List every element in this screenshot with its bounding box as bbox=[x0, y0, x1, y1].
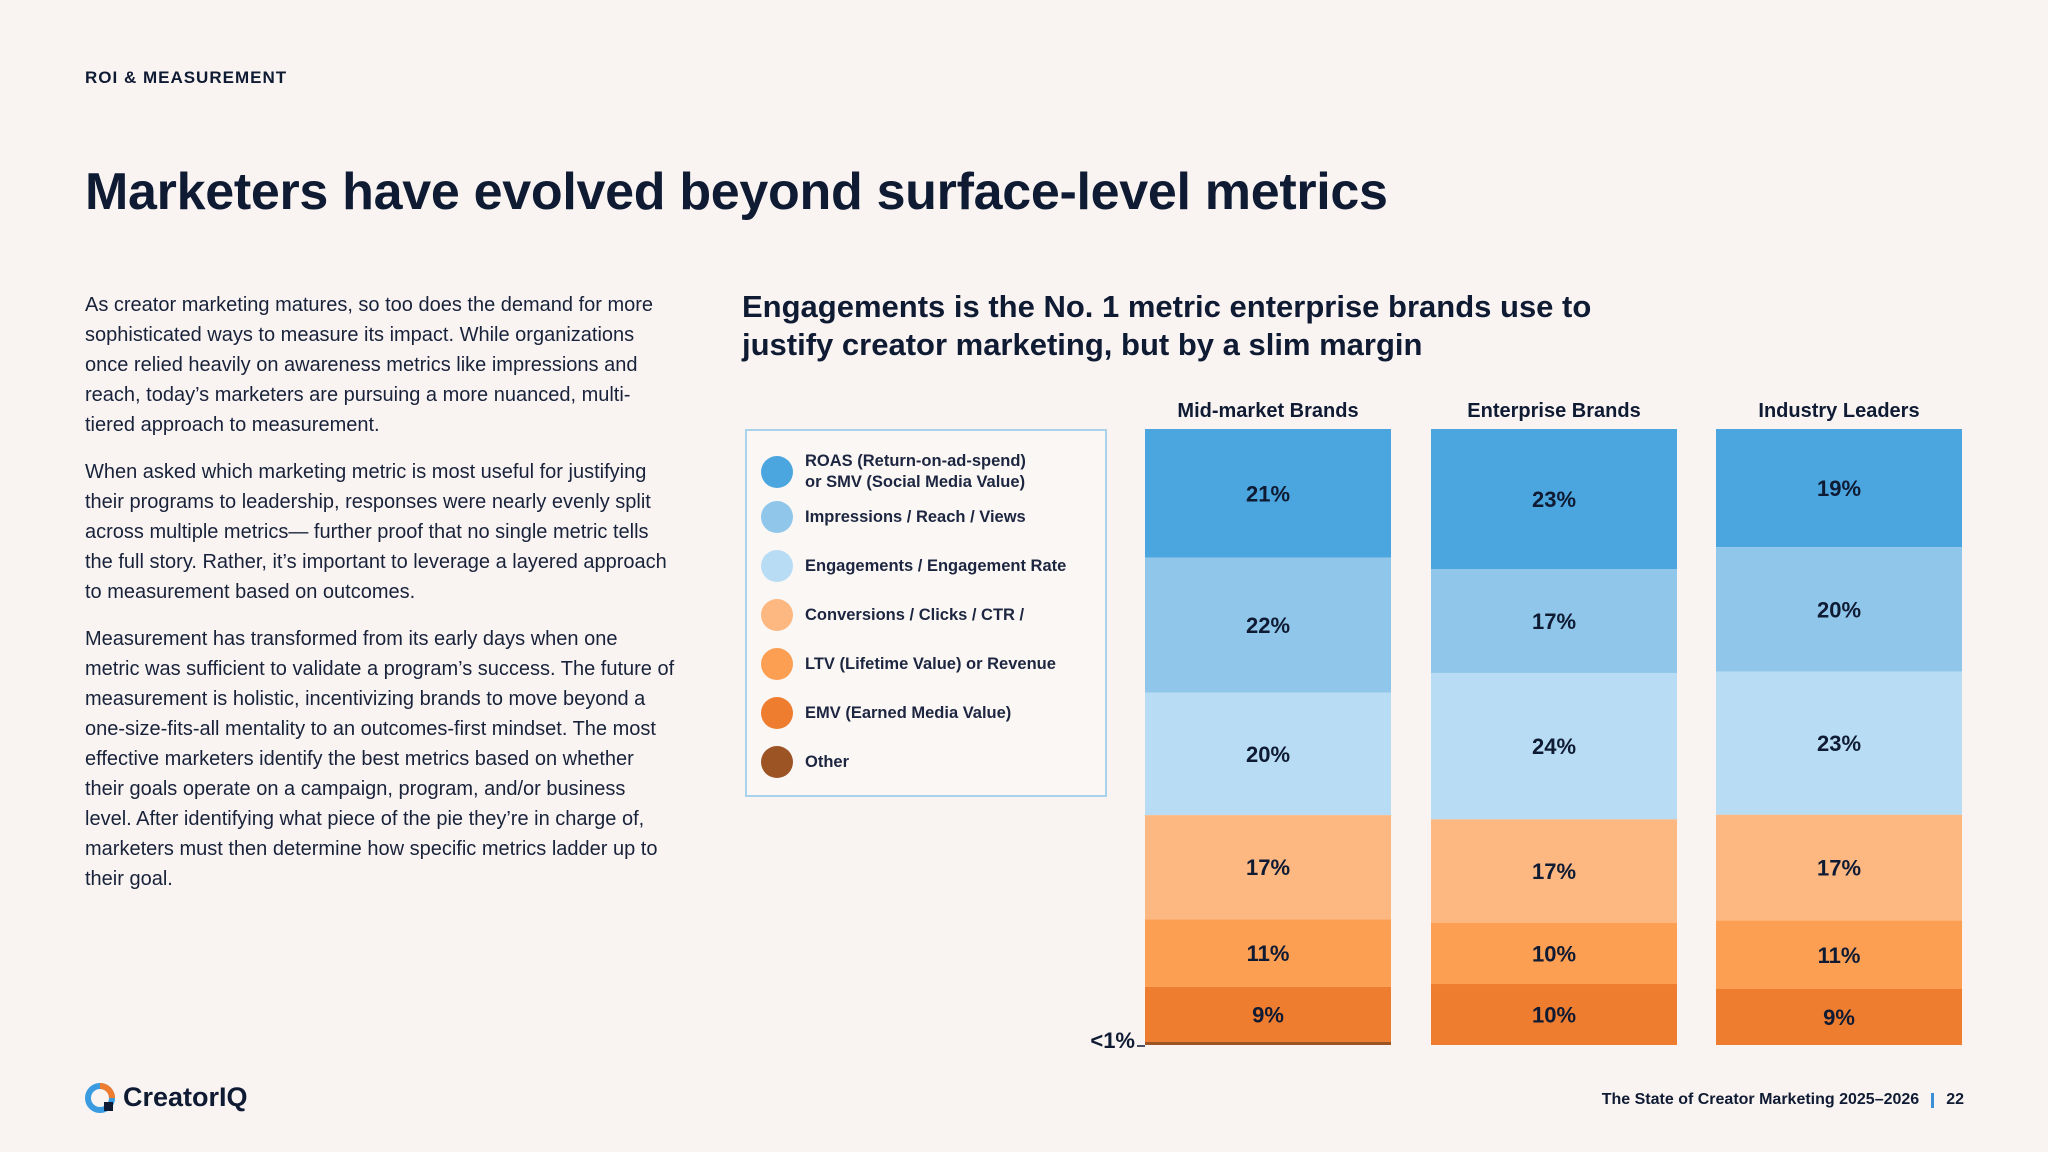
legend-item-conversions: Conversions / Clicks / CTR / bbox=[761, 599, 1024, 631]
logo-text: CreatorIQ bbox=[123, 1082, 248, 1112]
bar-segment bbox=[1716, 920, 1962, 989]
data-label: 9% bbox=[1823, 1005, 1855, 1030]
data-label: 10% bbox=[1532, 942, 1576, 967]
legend-item-engagements: Engagements / Engagement Rate bbox=[761, 550, 1066, 582]
legend-label: EMV (Earned Media Value) bbox=[805, 703, 1012, 722]
data-label: 21% bbox=[1246, 481, 1290, 506]
legend-item-other: Other bbox=[761, 746, 849, 778]
page-number: 22 bbox=[1946, 1091, 1964, 1108]
legend-label: LTV (Lifetime Value) or Revenue bbox=[805, 654, 1056, 673]
data-label: 17% bbox=[1532, 859, 1576, 884]
bar-segment bbox=[1431, 923, 1677, 985]
legend-item-ltv: LTV (Lifetime Value) or Revenue bbox=[761, 648, 1056, 680]
body-text: As creator marketing matures, so too doe… bbox=[85, 290, 675, 911]
data-label: 20% bbox=[1246, 742, 1290, 767]
data-label: 17% bbox=[1532, 609, 1576, 634]
creatoriq-logo: CreatorIQ bbox=[85, 1082, 248, 1113]
section-label: ROI & MEASUREMENT bbox=[85, 68, 288, 87]
legend-label: ROAS (Return-on-ad-spend) or SMV (Social… bbox=[805, 452, 1026, 491]
data-label: 22% bbox=[1246, 613, 1290, 638]
legend-swatch bbox=[761, 456, 793, 488]
legend-swatch bbox=[761, 550, 793, 582]
body-paragraph: Measurement has transformed from its ear… bbox=[85, 628, 675, 890]
bar-segment bbox=[1145, 919, 1391, 987]
legend-swatch bbox=[761, 746, 793, 778]
data-label: 23% bbox=[1532, 487, 1576, 512]
bar-segment bbox=[1431, 429, 1677, 570]
data-label: 10% bbox=[1532, 1003, 1576, 1028]
legend-swatch bbox=[761, 648, 793, 680]
data-label: 24% bbox=[1532, 734, 1576, 759]
bar-segment bbox=[1145, 692, 1391, 816]
bar-segment bbox=[1716, 671, 1962, 815]
data-label: 19% bbox=[1817, 476, 1861, 501]
bar-segment bbox=[1716, 547, 1962, 672]
bar-segment bbox=[1145, 815, 1391, 920]
legend-label: Conversions / Clicks / CTR / bbox=[805, 605, 1025, 624]
bar-segment bbox=[1431, 569, 1677, 673]
legend-item-roas: ROAS (Return-on-ad-spend) or SMV (Social… bbox=[761, 451, 1026, 493]
bar-segment bbox=[1145, 1041, 1391, 1045]
logo-icon bbox=[85, 1082, 115, 1113]
bar-segment bbox=[1431, 672, 1677, 820]
page-title: Marketers have evolved beyond surface-le… bbox=[85, 163, 1388, 221]
annotation-label: <1% bbox=[1090, 1028, 1135, 1053]
bar-segment bbox=[1145, 557, 1391, 693]
footer: The State of Creator Marketing 2025–2026… bbox=[1602, 1091, 1964, 1109]
footer-divider bbox=[1931, 1092, 1935, 1108]
data-label: 11% bbox=[1247, 941, 1290, 966]
publication-title: The State of Creator Marketing 2025–2026 bbox=[1601, 1091, 1920, 1108]
data-label: 11% bbox=[1818, 943, 1861, 968]
legend-label: Engagements / Engagement Rate bbox=[805, 556, 1067, 575]
legend-swatch bbox=[761, 599, 793, 631]
category-label: Enterprise Brands bbox=[1467, 400, 1640, 422]
data-label: 17% bbox=[1246, 855, 1290, 880]
bar-segment bbox=[1716, 989, 1962, 1045]
bar-segment bbox=[1431, 819, 1677, 924]
data-label: 17% bbox=[1817, 856, 1861, 881]
chart-legend: ROAS (Return-on-ad-spend) or SMV (Social… bbox=[745, 429, 1107, 797]
bar-segment bbox=[1145, 429, 1391, 558]
bar-segment bbox=[1716, 814, 1962, 921]
data-label: 23% bbox=[1817, 731, 1861, 756]
legend-item-impressions: Impressions / Reach / Views bbox=[761, 501, 1026, 533]
category-label: Industry Leaders bbox=[1758, 400, 1919, 422]
body-paragraph: As creator marketing matures, so too doe… bbox=[85, 294, 654, 436]
data-label: 20% bbox=[1817, 597, 1861, 622]
bar-segment bbox=[1431, 984, 1677, 1045]
legend-item-emv: EMV (Earned Media Value) bbox=[761, 697, 1011, 729]
data-label: 9% bbox=[1252, 1002, 1284, 1027]
bar-segment bbox=[1716, 429, 1962, 548]
legend-swatch bbox=[761, 697, 793, 729]
legend-swatch bbox=[761, 501, 793, 533]
legend-label: Other bbox=[805, 752, 850, 771]
chart-title: Engagements is the No. 1 metric enterpri… bbox=[742, 289, 1592, 362]
body-paragraph: When asked which marketing metric is mos… bbox=[85, 461, 667, 603]
bar-segment bbox=[1145, 986, 1391, 1042]
legend-label: Impressions / Reach / Views bbox=[805, 507, 1026, 526]
category-label: Mid-market Brands bbox=[1177, 400, 1358, 422]
